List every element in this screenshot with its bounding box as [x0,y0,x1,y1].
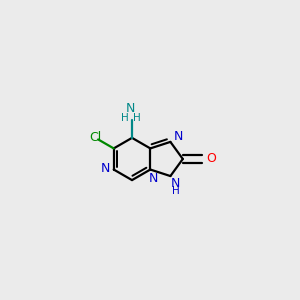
Text: H: H [172,186,180,196]
Text: O: O [206,152,216,166]
Text: N: N [148,172,158,185]
Text: H: H [133,113,140,123]
Text: N: N [126,102,135,115]
Text: N: N [101,162,110,175]
Text: Cl: Cl [89,130,101,144]
Text: N: N [174,130,183,142]
Text: H: H [121,113,128,123]
Text: N: N [171,177,180,190]
